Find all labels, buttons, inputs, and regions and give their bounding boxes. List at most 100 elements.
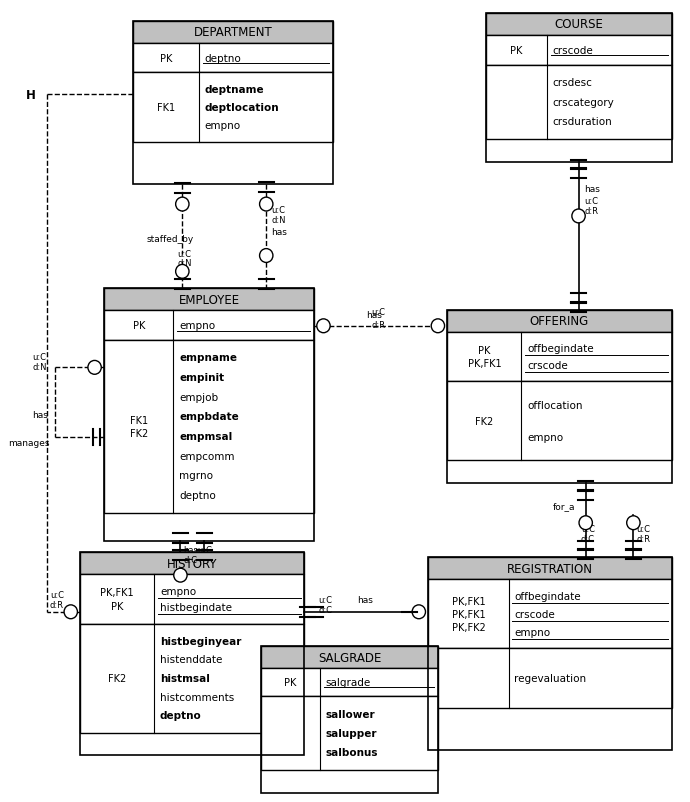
Circle shape — [176, 265, 189, 279]
Text: deptno: deptno — [160, 711, 201, 720]
Text: d:C: d:C — [184, 556, 197, 565]
Text: u:C: u:C — [584, 196, 598, 206]
Text: u:C: u:C — [371, 307, 385, 317]
Text: FK2: FK2 — [475, 416, 493, 426]
Text: salupper: salupper — [326, 728, 377, 738]
Circle shape — [259, 198, 273, 212]
Bar — [104, 289, 314, 541]
Text: histbegindate: histbegindate — [160, 602, 232, 613]
Text: u:C: u:C — [177, 249, 192, 258]
Text: u:C: u:C — [271, 206, 285, 215]
Text: PK: PK — [132, 320, 145, 330]
Text: SALGRADE: SALGRADE — [318, 651, 382, 664]
Text: deptno: deptno — [204, 54, 241, 63]
Text: sallower: sallower — [326, 709, 375, 719]
Text: empno: empno — [204, 121, 241, 131]
Text: H: H — [26, 89, 35, 102]
Text: PK
PK,FK1: PK PK,FK1 — [468, 346, 501, 369]
Text: salgrade: salgrade — [326, 677, 371, 687]
Circle shape — [259, 249, 273, 263]
Bar — [428, 579, 671, 649]
Text: has: has — [357, 595, 373, 604]
Text: d:R: d:R — [584, 207, 598, 216]
Bar — [447, 382, 671, 461]
Text: crscode: crscode — [514, 609, 555, 619]
Text: d:N: d:N — [271, 216, 286, 225]
Bar — [447, 310, 671, 332]
Text: empname: empname — [179, 353, 237, 363]
Circle shape — [412, 605, 426, 619]
Bar — [80, 624, 304, 732]
Circle shape — [88, 361, 101, 375]
Bar — [447, 332, 671, 382]
Bar — [428, 557, 671, 579]
Text: has: has — [366, 310, 382, 319]
Text: deptno: deptno — [179, 491, 216, 500]
Text: u:C: u:C — [636, 524, 650, 533]
Text: d:C: d:C — [319, 605, 333, 614]
Text: crsduration: crsduration — [553, 117, 613, 127]
Bar — [132, 73, 333, 143]
Circle shape — [176, 198, 189, 212]
Text: crscode: crscode — [527, 360, 568, 371]
Bar — [486, 66, 671, 140]
Text: for_a: for_a — [552, 501, 575, 510]
Text: u:C: u:C — [581, 524, 595, 533]
Text: empno: empno — [527, 432, 563, 442]
Circle shape — [317, 319, 330, 334]
Text: PK: PK — [159, 54, 172, 63]
Text: crsdesc: crsdesc — [553, 78, 593, 88]
Text: u:C: u:C — [32, 353, 47, 362]
Text: PK: PK — [510, 46, 522, 55]
Text: has: has — [32, 411, 48, 419]
Text: manages: manages — [8, 438, 50, 447]
Text: FK1: FK1 — [157, 103, 175, 113]
Text: COURSE: COURSE — [554, 18, 603, 31]
Bar — [428, 649, 671, 708]
Text: u:C: u:C — [319, 595, 333, 604]
Text: EMPLOYEE: EMPLOYEE — [179, 294, 239, 306]
Text: empbdate: empbdate — [179, 412, 239, 422]
Bar — [486, 14, 671, 162]
Bar — [80, 553, 304, 574]
Text: crscode: crscode — [553, 46, 593, 55]
Circle shape — [572, 210, 585, 224]
Text: u:C: u:C — [50, 590, 63, 599]
Text: HISTORY: HISTORY — [167, 557, 217, 570]
Bar — [80, 553, 304, 755]
Bar — [262, 696, 438, 770]
Text: salbonus: salbonus — [326, 747, 378, 758]
Text: FK1
FK2: FK1 FK2 — [130, 415, 148, 438]
Circle shape — [627, 516, 640, 530]
Circle shape — [174, 569, 187, 582]
Text: d:C: d:C — [581, 534, 595, 543]
Text: d:N: d:N — [177, 259, 192, 268]
Text: d:N: d:N — [32, 363, 47, 372]
Bar — [486, 14, 671, 36]
Text: FK2: FK2 — [108, 673, 126, 683]
Bar — [486, 36, 671, 66]
Bar — [262, 646, 438, 668]
Text: regevaluation: regevaluation — [514, 673, 586, 683]
Circle shape — [579, 516, 593, 530]
Text: histcomments: histcomments — [160, 692, 234, 702]
Text: histenddate: histenddate — [160, 654, 222, 665]
Text: histbeginyear: histbeginyear — [160, 636, 242, 646]
Text: deptlocation: deptlocation — [204, 103, 279, 113]
Bar — [428, 557, 671, 751]
Text: empno: empno — [514, 627, 551, 637]
Bar — [262, 646, 438, 793]
Text: mgrno: mgrno — [179, 471, 213, 481]
Text: empcomm: empcomm — [179, 452, 235, 461]
Text: staffed_by: staffed_by — [146, 234, 193, 244]
Text: empjob: empjob — [179, 392, 218, 403]
Text: has: has — [271, 228, 287, 237]
Text: hasu:C: hasu:C — [184, 545, 212, 555]
Bar — [104, 289, 314, 310]
Text: d:R: d:R — [371, 320, 385, 330]
Text: offbegindate: offbegindate — [514, 591, 581, 602]
Circle shape — [64, 605, 77, 619]
Text: empmsal: empmsal — [179, 431, 233, 442]
Text: crscategory: crscategory — [553, 98, 614, 107]
Bar — [447, 310, 671, 484]
